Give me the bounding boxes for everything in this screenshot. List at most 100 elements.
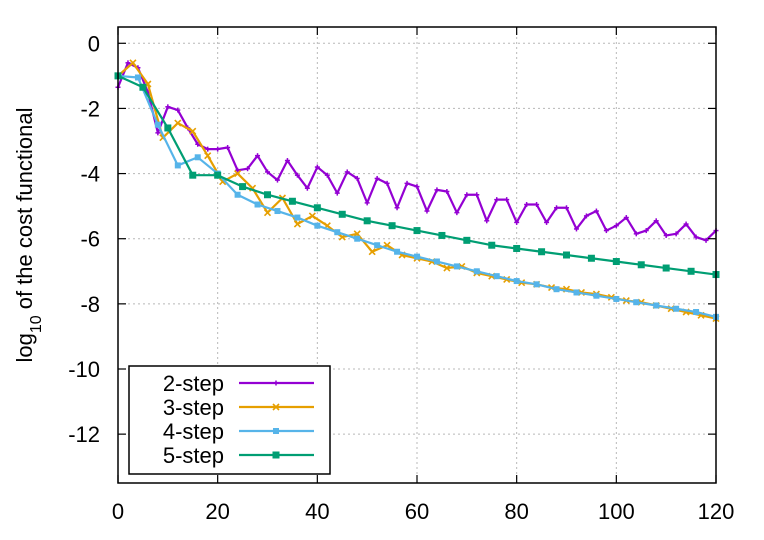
data-point: [155, 130, 161, 136]
data-point: [388, 222, 396, 230]
data-point: [673, 305, 680, 312]
y-tick-label: -8: [80, 292, 100, 317]
data-point: [413, 227, 421, 235]
data-point: [165, 104, 171, 110]
data-point: [195, 141, 201, 147]
data-point: [214, 171, 222, 179]
data-point: [683, 221, 689, 227]
data-point: [274, 208, 281, 215]
data-point: [134, 74, 141, 81]
series-line: [117, 74, 717, 276]
data-point: [473, 268, 480, 275]
data-point: [139, 83, 147, 91]
data-point: [225, 145, 231, 151]
x-tick-label: 20: [205, 499, 229, 524]
x-tick-label: 60: [405, 499, 429, 524]
series-4: [114, 72, 720, 279]
data-point: [272, 451, 280, 459]
data-point: [175, 107, 181, 113]
y-tick-label: -2: [80, 96, 100, 121]
data-point: [288, 197, 296, 205]
data-point: [474, 192, 480, 198]
data-point: [354, 175, 360, 181]
x-tick-label: 100: [598, 499, 635, 524]
data-point: [394, 248, 401, 255]
data-point: [215, 146, 221, 152]
data-point: [564, 205, 569, 211]
data-point: [443, 264, 451, 272]
data-point: [384, 180, 390, 186]
data-point: [593, 292, 600, 299]
data-point: [544, 219, 550, 225]
data-point: [334, 229, 341, 236]
data-point: [653, 302, 660, 309]
data-point: [693, 234, 699, 240]
y-axis-title: log10 of the cost functional: [12, 107, 45, 362]
data-point: [294, 172, 300, 178]
x-tick-label: 80: [504, 499, 528, 524]
data-point: [513, 244, 521, 252]
data-point: [514, 219, 520, 225]
data-point: [324, 172, 330, 178]
data-point: [368, 248, 376, 256]
data-point: [533, 281, 540, 288]
data-point: [673, 231, 679, 237]
data-point: [593, 208, 599, 214]
data-point: [254, 201, 261, 208]
data-point: [129, 59, 137, 67]
data-point: [633, 231, 639, 237]
data-point: [239, 183, 247, 191]
data-point: [338, 210, 346, 218]
data-point: [493, 273, 500, 280]
data-point: [623, 215, 629, 221]
data-point: [364, 200, 370, 206]
data-point: [273, 380, 279, 386]
legend-label: 4-step: [163, 419, 224, 444]
data-point: [354, 235, 361, 242]
data-point: [334, 190, 340, 196]
y-tick-label: -4: [80, 162, 100, 187]
data-point: [637, 261, 645, 269]
data-point: [293, 220, 301, 228]
data-point: [272, 403, 280, 411]
data-point: [653, 218, 659, 224]
data-point: [205, 146, 211, 152]
data-point: [524, 202, 530, 208]
data-point: [687, 267, 695, 275]
data-point: [264, 191, 271, 199]
data-point: [234, 191, 241, 198]
data-point: [494, 197, 500, 203]
data-point: [464, 192, 470, 198]
data-point: [613, 295, 620, 302]
data-point: [663, 232, 669, 238]
y-tick-label: -10: [68, 357, 100, 382]
data-point: [374, 242, 381, 249]
data-point: [603, 228, 609, 234]
data-point: [463, 236, 471, 244]
data-point: [513, 278, 520, 285]
data-point: [553, 286, 560, 293]
data-point: [314, 222, 321, 229]
data-point: [234, 170, 242, 178]
data-point: [255, 153, 261, 159]
data-point: [235, 167, 241, 173]
data-point: [612, 258, 620, 266]
data-point: [174, 119, 182, 127]
data-point: [534, 202, 540, 208]
data-point: [613, 223, 619, 229]
data-point: [484, 218, 490, 224]
series-line: [117, 61, 717, 320]
data-point: [573, 289, 580, 296]
data-point: [284, 158, 290, 164]
y-tick-label: 0: [88, 31, 100, 56]
series-1: [115, 60, 719, 243]
data-point: [488, 241, 496, 249]
data-point: [394, 205, 400, 211]
data-point: [314, 164, 320, 170]
data-point: [633, 299, 640, 306]
data-point: [194, 154, 201, 161]
data-point: [703, 237, 709, 243]
data-point: [125, 60, 131, 66]
